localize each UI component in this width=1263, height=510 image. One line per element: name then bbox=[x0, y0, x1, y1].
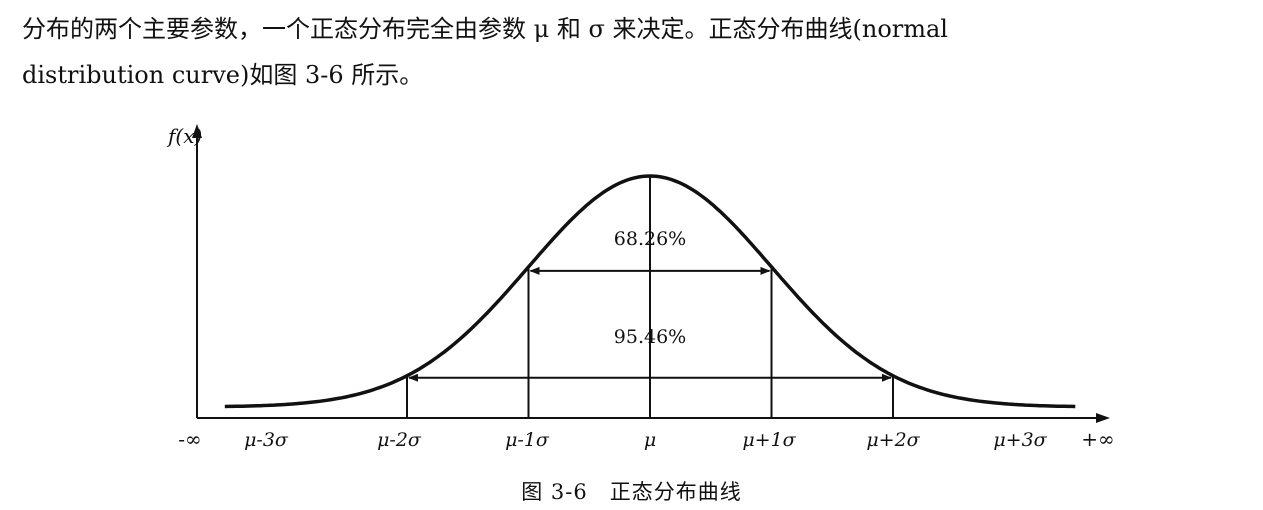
paragraph-line-2: distribution curve)如图 3-6 所示。 bbox=[22, 61, 424, 89]
x-tick-mu-minus-3sigma: μ-3σ bbox=[244, 429, 289, 451]
caption-number: 图 3-6 bbox=[521, 480, 588, 504]
x-tick-mu: μ bbox=[644, 429, 656, 451]
x-tick-mu-plus-1sigma: μ+1σ bbox=[742, 429, 796, 451]
annotation-95-label: 95.46% bbox=[614, 326, 686, 348]
body-paragraph: 分布的两个主要参数，一个正态分布完全由参数 μ 和 σ 来决定。正态分布曲线(n… bbox=[22, 6, 1247, 98]
y-axis-label: f(x) bbox=[166, 124, 202, 148]
paragraph-line-1: 分布的两个主要参数，一个正态分布完全由参数 μ 和 σ 来决定。正态分布曲线(n… bbox=[22, 15, 948, 43]
sigma-vertical-lines bbox=[406, 176, 894, 418]
x-tick-neg-infinity: -∞ bbox=[178, 427, 201, 451]
x-tick-mu-minus-2sigma: μ-2σ bbox=[377, 429, 422, 451]
x-tick-mu-minus-1sigma: μ-1σ bbox=[505, 429, 550, 451]
x-axis-arrow bbox=[1096, 413, 1110, 423]
annotation-68-label: 68.26% bbox=[614, 228, 686, 250]
x-tick-mu-plus-3sigma: μ+3σ bbox=[993, 429, 1047, 451]
caption-title: 正态分布曲线 bbox=[609, 480, 742, 504]
x-tick-pos-infinity: +∞ bbox=[1081, 427, 1114, 451]
figure-caption: 图 3-6 正态分布曲线 bbox=[0, 476, 1263, 506]
y-axis-arrow bbox=[192, 124, 202, 138]
x-tick-mu-plus-2sigma: μ+2σ bbox=[866, 429, 920, 451]
